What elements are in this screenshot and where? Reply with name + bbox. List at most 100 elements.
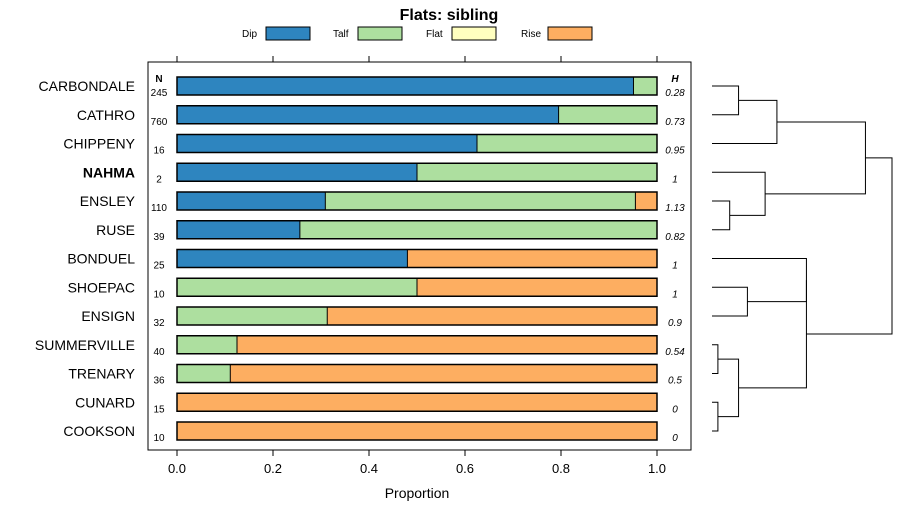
bar-row: RUSE 39 0.82 bbox=[96, 220, 685, 243]
bar-outline bbox=[176, 105, 658, 125]
n-column-header: N bbox=[155, 74, 162, 85]
bar-segment-talf bbox=[325, 192, 636, 210]
category-label: CUNARD bbox=[75, 394, 135, 410]
bar-row: NAHMA 2 1 bbox=[83, 162, 678, 185]
bar-segment-rise bbox=[230, 364, 657, 383]
n-value: 760 bbox=[151, 117, 168, 128]
n-value: 32 bbox=[153, 318, 165, 329]
legend-swatch-dip bbox=[265, 26, 311, 41]
bar-segment-talf bbox=[633, 77, 657, 95]
category-label: RUSE bbox=[96, 222, 135, 238]
n-value: 39 bbox=[153, 232, 165, 243]
bar-segment-dip bbox=[177, 134, 477, 153]
bar-row: CARBONDALE 245 0.28 bbox=[39, 76, 685, 99]
h-value: 0.54 bbox=[665, 347, 685, 358]
x-tick-label: 1.0 bbox=[648, 461, 666, 476]
n-value: 16 bbox=[153, 146, 165, 157]
bar-segment-rise bbox=[327, 307, 657, 325]
bar-segment-dip bbox=[177, 163, 417, 182]
category-label: NAHMA bbox=[83, 164, 135, 180]
bar-segment-rise bbox=[177, 422, 657, 440]
bar-segment-talf bbox=[417, 163, 657, 182]
h-value: 1 bbox=[672, 289, 678, 300]
x-tick-label: 0.0 bbox=[168, 461, 186, 476]
x-tick-label: 0.2 bbox=[264, 461, 282, 476]
h-value: 0.95 bbox=[665, 146, 685, 157]
dendrogram-branch bbox=[712, 99, 778, 144]
dendrogram-branch bbox=[712, 401, 719, 432]
n-value: 25 bbox=[153, 261, 165, 272]
legend-label-talf: Talf bbox=[333, 29, 349, 40]
bar-outline bbox=[176, 76, 658, 96]
bar-segment-dip bbox=[177, 77, 634, 95]
dendrogram bbox=[712, 85, 893, 432]
category-label: TRENARY bbox=[68, 366, 135, 382]
h-value: 1.13 bbox=[665, 203, 685, 214]
bar-outline bbox=[176, 421, 658, 441]
h-value: 0 bbox=[672, 433, 678, 444]
x-axis: 0.0 0.2 0.4 0.6 0.8 1.0 bbox=[168, 56, 666, 476]
dendrogram-branch bbox=[717, 358, 740, 418]
n-value: 15 bbox=[153, 404, 165, 415]
bar-segment-dip bbox=[177, 220, 300, 239]
bar-outline bbox=[176, 248, 658, 269]
bar-outline bbox=[176, 220, 658, 240]
bar-row: ENSLEY 110 1.13 bbox=[80, 191, 685, 214]
chart-title: Flats: sibling bbox=[400, 7, 499, 24]
bar-outline bbox=[176, 306, 658, 326]
n-value: 110 bbox=[151, 203, 167, 214]
x-tick-label: 0.8 bbox=[552, 461, 570, 476]
bar-segment-dip bbox=[177, 192, 326, 210]
bar-row: COOKSON 10 0 bbox=[63, 421, 678, 444]
category-label: ENSLEY bbox=[80, 193, 136, 209]
bar-segment-rise bbox=[237, 335, 657, 354]
n-value: 245 bbox=[151, 88, 168, 99]
n-value: 2 bbox=[156, 174, 162, 185]
category-label: SUMMERVILLE bbox=[35, 337, 135, 353]
bar-segment-dip bbox=[177, 105, 559, 124]
legend-label-flat: Flat bbox=[426, 29, 443, 40]
bar-outline bbox=[176, 191, 658, 211]
bar-row: SHOEPAC 10 1 bbox=[68, 277, 678, 300]
bar-outline bbox=[176, 162, 658, 182]
bar-segment-rise bbox=[177, 393, 657, 412]
category-label: CATHRO bbox=[77, 107, 135, 123]
bar-outline bbox=[176, 335, 658, 355]
h-value: 0.5 bbox=[668, 376, 682, 387]
bar-segment-rise bbox=[635, 192, 657, 210]
bar-segment-talf bbox=[558, 105, 657, 124]
bar-segment-talf bbox=[177, 278, 417, 297]
category-label: SHOEPAC bbox=[68, 279, 135, 295]
legend-swatch-talf bbox=[357, 26, 403, 41]
dendrogram-branch bbox=[765, 121, 866, 195]
bar-segment-talf bbox=[177, 364, 231, 383]
h-value: 0 bbox=[672, 404, 678, 415]
bar-row: BONDUEL 25 1 bbox=[67, 248, 678, 272]
legend-label-dip: Dip bbox=[242, 29, 257, 40]
h-value: 1 bbox=[672, 174, 678, 185]
bar-outline bbox=[176, 363, 658, 384]
dendrogram-branch bbox=[712, 200, 731, 231]
bar-outline bbox=[176, 392, 658, 412]
bar-segment-rise bbox=[407, 249, 657, 268]
bar-segment-talf bbox=[477, 134, 657, 153]
plot-frame bbox=[147, 61, 692, 451]
bar-row: TRENARY 36 0.5 bbox=[68, 363, 682, 387]
h-column-header: H bbox=[671, 74, 679, 85]
h-value: 0.73 bbox=[665, 117, 685, 128]
dendrogram-branch bbox=[712, 258, 807, 303]
dendrogram-branch bbox=[738, 280, 807, 389]
x-tick-label: 0.4 bbox=[360, 461, 378, 476]
bar-segment-talf bbox=[177, 307, 328, 325]
n-value: 10 bbox=[153, 289, 165, 300]
h-value: 0.82 bbox=[665, 232, 685, 243]
bar-row: SUMMERVILLE 40 0.54 bbox=[35, 335, 685, 358]
category-label: CHIPPENY bbox=[63, 136, 135, 152]
bar-segment-talf bbox=[299, 220, 657, 239]
h-value: 0.9 bbox=[668, 318, 682, 329]
dendrogram-branch bbox=[712, 344, 719, 374]
bar-row: CUNARD 15 0 bbox=[75, 392, 678, 415]
n-value: 36 bbox=[153, 376, 165, 387]
